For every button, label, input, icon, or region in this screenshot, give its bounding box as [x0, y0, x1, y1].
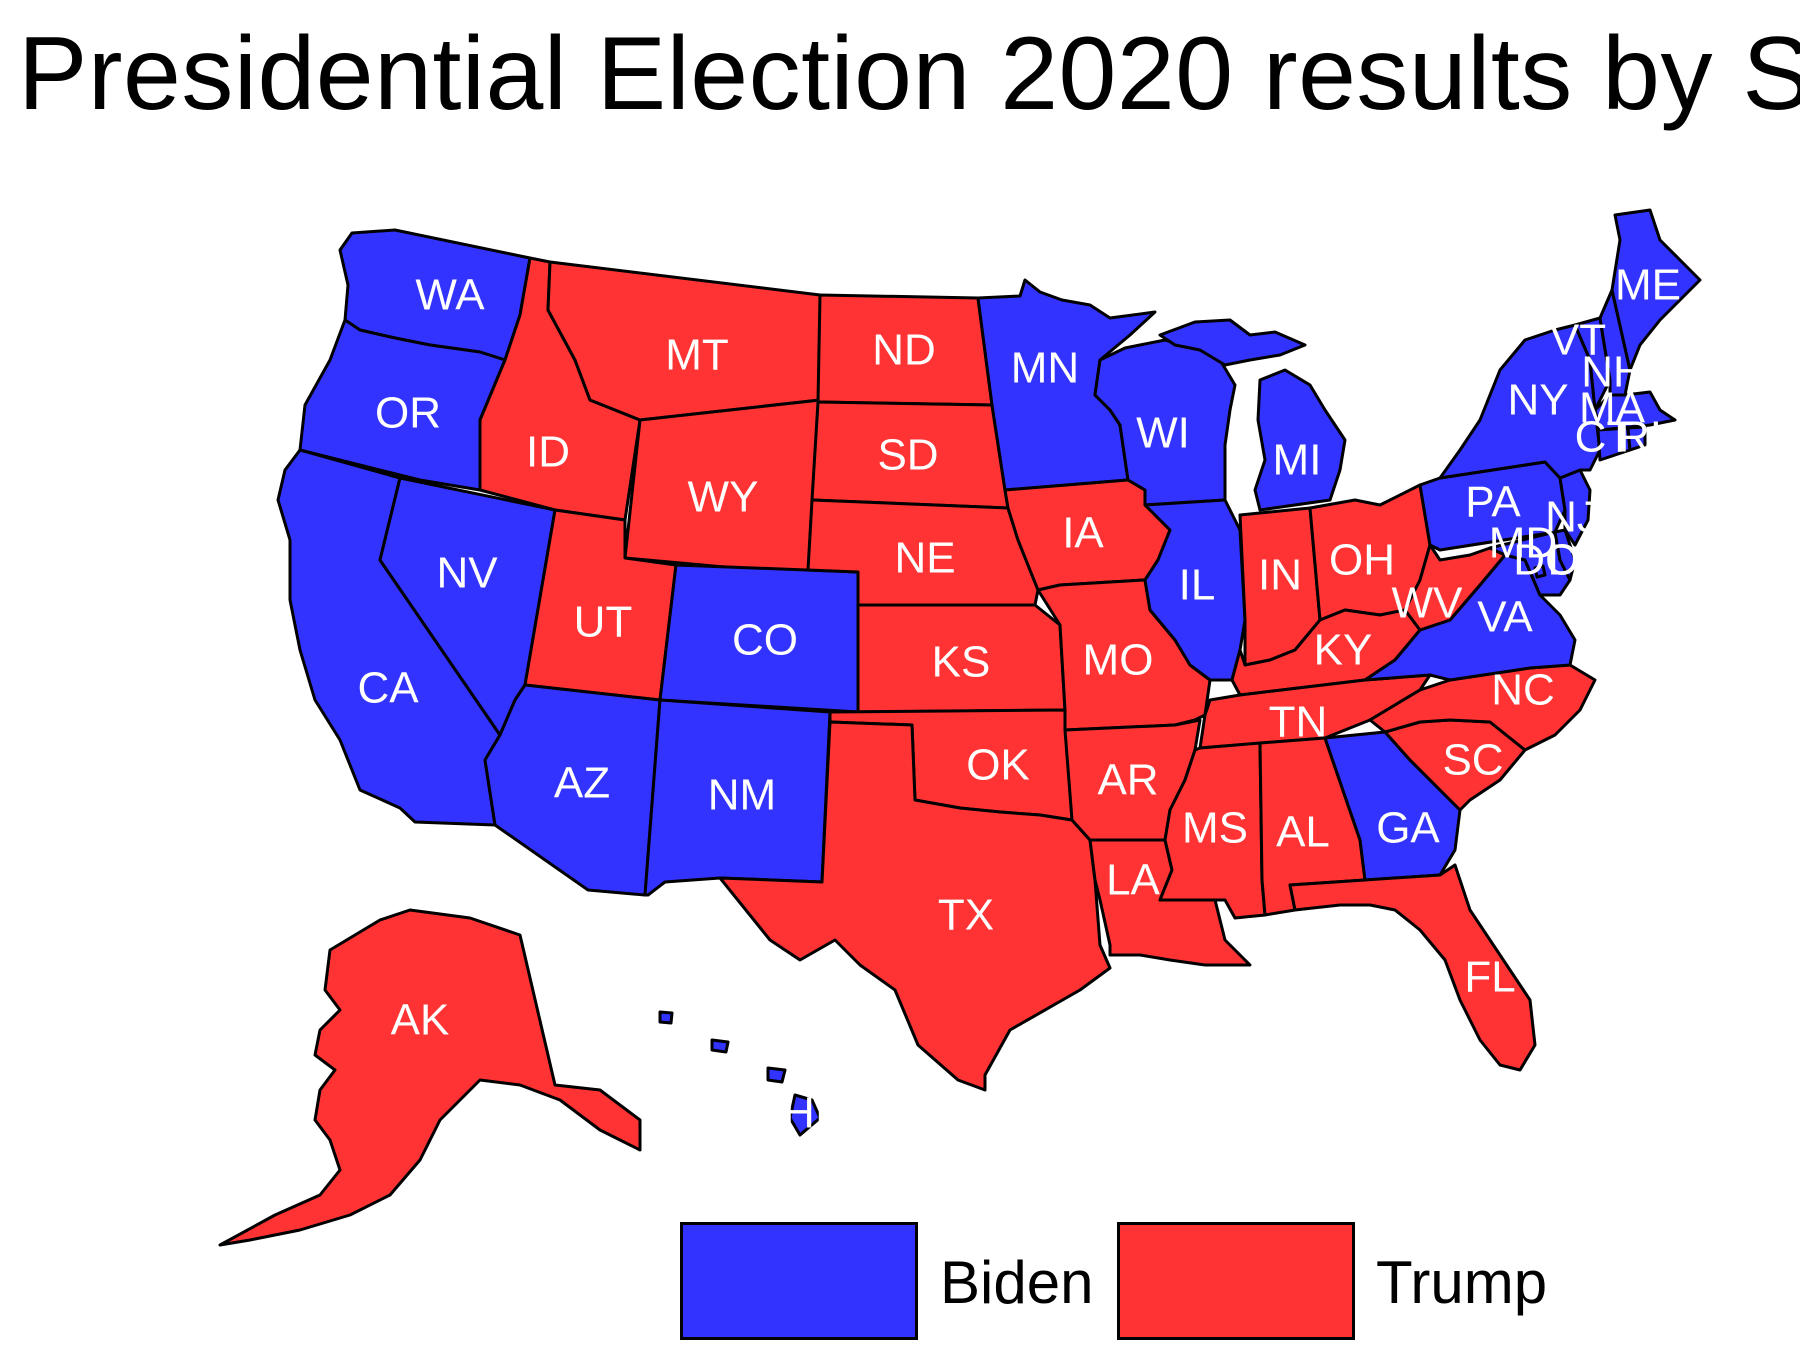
label-ks: KS	[932, 638, 991, 687]
state-nc[interactable]	[1368, 663, 1597, 752]
state-nj[interactable]	[1558, 468, 1592, 547]
state-dc[interactable]	[1533, 564, 1547, 579]
label-la: LA	[1106, 856, 1160, 905]
state-ak[interactable]	[218, 908, 642, 1247]
label-az: AZ	[554, 759, 610, 808]
label-mt: MT	[665, 331, 729, 380]
label-ga: GA	[1376, 804, 1440, 853]
label-ia: IA	[1062, 509, 1104, 558]
label-ri: RI	[1618, 413, 1662, 462]
state-hi-oahu[interactable]	[710, 1038, 730, 1054]
label-va: VA	[1477, 593, 1533, 642]
label-nm: NM	[708, 771, 776, 820]
legend-label-trump: Trump	[1376, 1249, 1548, 1316]
state-tx[interactable]	[718, 720, 1112, 1092]
label-or: OR	[375, 389, 441, 438]
state-hi-big[interactable]	[788, 1093, 822, 1137]
state-mi[interactable]	[1253, 368, 1347, 512]
state-hi-maui[interactable]	[766, 1066, 787, 1084]
label-mo: MO	[1083, 636, 1154, 685]
state-fl[interactable]	[1288, 863, 1537, 1072]
label-ar: AR	[1097, 756, 1158, 805]
state-de[interactable]	[1553, 528, 1577, 582]
label-ne: NE	[894, 534, 955, 583]
label-co: CO	[732, 616, 798, 665]
map-title: Presidential Election 2020 results by St	[18, 16, 1800, 132]
label-ma: MA	[1579, 384, 1646, 433]
label-ca: CA	[357, 664, 419, 713]
label-me: ME	[1615, 261, 1681, 310]
label-hi: HI	[783, 1089, 827, 1138]
label-ny: NY	[1507, 376, 1568, 425]
label-sd: SD	[877, 431, 938, 480]
label-tx: TX	[938, 891, 994, 940]
label-mn: MN	[1011, 344, 1079, 393]
label-nv: NV	[436, 549, 498, 598]
label-il: IL	[1179, 561, 1216, 610]
state-me[interactable]	[1610, 208, 1702, 372]
label-wi: WI	[1136, 409, 1190, 458]
state-ri[interactable]	[1626, 425, 1647, 452]
label-fl: FL	[1464, 953, 1515, 1002]
label-pa: PA	[1465, 478, 1521, 527]
label-mi: MI	[1273, 436, 1322, 485]
label-nc: NC	[1491, 666, 1555, 715]
label-ok: OK	[966, 741, 1030, 790]
label-wa: WA	[415, 271, 485, 320]
label-wy: WY	[688, 473, 759, 522]
label-ct: CT	[1575, 413, 1634, 462]
label-tn: TN	[1269, 698, 1328, 747]
label-de: DE	[1547, 536, 1608, 585]
label-nj: NJ	[1545, 493, 1599, 542]
label-ky: KY	[1314, 626, 1373, 675]
label-id: ID	[526, 428, 570, 477]
label-wv: WV	[1392, 579, 1464, 628]
label-sc: SC	[1442, 736, 1503, 785]
state-vt[interactable]	[1573, 316, 1612, 412]
label-vt: VT	[1550, 316, 1606, 365]
state-hi-kauai[interactable]	[658, 1010, 674, 1025]
state-mi-upper[interactable]	[1158, 318, 1307, 367]
legend-swatch-biden	[680, 1222, 918, 1340]
label-in: IN	[1258, 551, 1302, 600]
label-ut: UT	[574, 598, 633, 647]
label-ms: MS	[1182, 804, 1248, 853]
label-nd: ND	[872, 326, 936, 375]
label-md: MD	[1489, 519, 1557, 568]
label-al: AL	[1276, 808, 1330, 857]
legend-label-biden: Biden	[940, 1249, 1094, 1316]
label-dc: DC	[1513, 536, 1577, 585]
label-ak: AK	[391, 996, 450, 1045]
legend-swatch-trump	[1117, 1222, 1355, 1340]
label-nh: NH	[1581, 348, 1645, 397]
label-oh: OH	[1329, 536, 1395, 585]
